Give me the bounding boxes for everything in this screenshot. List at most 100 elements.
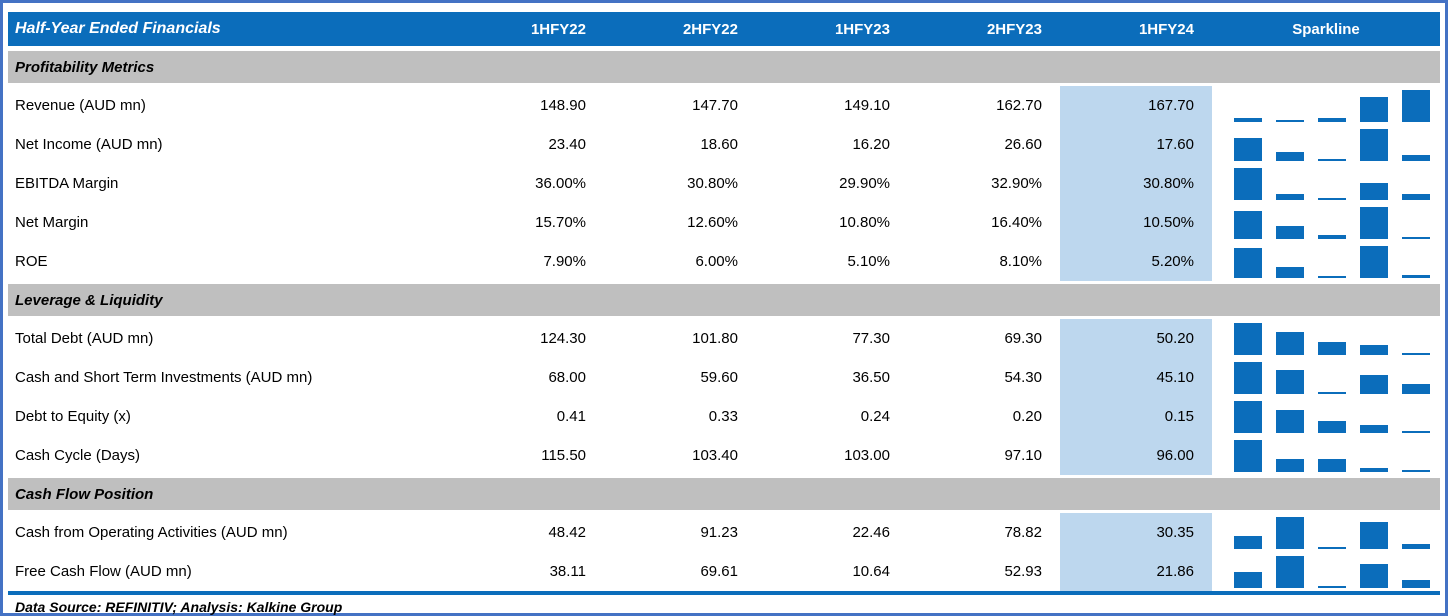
table-header-row: Half-Year Ended Financials 1HFY22 2HFY22…	[8, 12, 1440, 46]
sparkline-cell	[1212, 86, 1440, 125]
value-cell: 16.20	[852, 136, 890, 153]
value-cell: 5.20%	[1060, 242, 1212, 281]
value-cell: 26.60	[1004, 136, 1042, 153]
table-row: Debt to Equity (x) 0.41 0.33 0.24 0.20 0.15	[8, 397, 1440, 436]
value-cell: 10.80%	[839, 214, 890, 231]
table-row: Cash Cycle (Days) 115.50 103.40 103.00 97.10…	[8, 436, 1440, 475]
sparkline-bar	[1276, 152, 1304, 161]
column-header-2hfy23: 2HFY23	[986, 20, 1042, 38]
column-header-1hfy22: 1HFY22	[530, 20, 586, 38]
row-label: Revenue (AUD mn)	[15, 97, 146, 114]
value-cell: 45.10	[1060, 358, 1212, 397]
sparkline-cell	[1212, 203, 1440, 242]
sparkline-cell	[1212, 358, 1440, 397]
table-row: Free Cash Flow (AUD mn) 38.11 69.61 10.64 52…	[8, 552, 1440, 591]
value-cell: 0.41	[556, 408, 586, 425]
sparkline-bar	[1360, 468, 1388, 472]
sparkline-bar	[1318, 547, 1346, 549]
sparkline-bar	[1276, 332, 1304, 355]
sparkline-bar	[1234, 211, 1262, 239]
sparkline-bar	[1360, 345, 1388, 355]
value-cell: 38.11	[549, 563, 586, 580]
row-label: ROE	[15, 253, 48, 270]
value-cell: 17.60	[1060, 125, 1212, 164]
sparkline-bar	[1360, 97, 1388, 122]
row-label: Net Income (AUD mn)	[15, 136, 163, 153]
sparkline-bar	[1360, 246, 1388, 278]
sparkline-cell	[1212, 397, 1440, 436]
value-cell: 6.00%	[695, 253, 738, 270]
sparkline-bar	[1318, 198, 1346, 200]
section-band: Leverage & Liquidity	[8, 284, 1440, 316]
value-cell: 0.20	[1012, 408, 1042, 425]
value-cell: 101.80	[692, 330, 738, 347]
value-cell: 8.10%	[999, 253, 1042, 270]
value-cell: 115.50	[541, 447, 586, 464]
value-cell: 0.15	[1060, 397, 1212, 436]
sparkline-bar	[1234, 138, 1262, 161]
sparkline-bar	[1360, 375, 1388, 394]
value-cell: 77.30	[852, 330, 890, 347]
sparkline-bar	[1318, 392, 1346, 394]
sparkline-bar	[1402, 470, 1430, 472]
sparkline-bar	[1318, 421, 1346, 433]
value-cell: 162.70	[996, 97, 1042, 114]
sparkline-bar	[1234, 362, 1262, 394]
sparkline-bar	[1234, 118, 1262, 122]
value-cell: 30.80%	[1060, 164, 1212, 203]
sparkline-bar	[1276, 410, 1304, 433]
value-cell: 54.30	[1004, 369, 1042, 386]
sparkline-cell	[1212, 164, 1440, 203]
value-cell: 0.33	[708, 408, 738, 425]
sparkline-cell	[1212, 552, 1440, 591]
sparkline-bar	[1402, 237, 1430, 239]
sparkline-bar	[1318, 118, 1346, 122]
sparkline-bar	[1402, 194, 1430, 200]
sparkline-cell	[1212, 513, 1440, 552]
sparkline-cell	[1212, 319, 1440, 358]
sparkline-bar	[1318, 235, 1346, 239]
section-band: Cash Flow Position	[8, 478, 1440, 510]
value-cell: 30.80%	[687, 175, 738, 192]
value-cell: 32.90%	[991, 175, 1042, 192]
value-cell: 22.46	[852, 524, 890, 541]
row-label: Cash and Short Term Investments (AUD mn)	[15, 369, 313, 386]
sparkline-bar	[1360, 522, 1388, 549]
sparkline-bar	[1234, 248, 1262, 278]
sparkline-bar	[1402, 275, 1430, 278]
value-cell: 23.40	[548, 136, 586, 153]
sparkline-bar	[1402, 580, 1430, 588]
column-header-1hfy24: 1HFY24	[1138, 20, 1194, 38]
sparkline-bar	[1360, 183, 1388, 200]
value-cell: 69.61	[700, 563, 738, 580]
sparkline-bar	[1402, 431, 1430, 433]
table-row: Net Income (AUD mn) 23.40 18.60 16.20 26.60 1…	[8, 125, 1440, 164]
value-cell: 96.00	[1060, 436, 1212, 475]
row-label: Debt to Equity (x)	[15, 408, 131, 425]
row-label: Total Debt (AUD mn)	[15, 330, 154, 347]
value-cell: 12.60%	[687, 214, 738, 231]
value-cell: 0.24	[860, 408, 890, 425]
value-cell: 30.35	[1060, 513, 1212, 552]
column-header-1hfy23: 1HFY23	[834, 20, 890, 38]
source-note: Data Source: REFINITIV; Analysis: Kalkin…	[15, 599, 343, 615]
sparkline-bar	[1318, 276, 1346, 278]
table-row: Revenue (AUD mn) 148.90 147.70 149.10 162.70…	[8, 86, 1440, 125]
sparkline-column-header: Sparkline	[1292, 20, 1360, 38]
sparkline-bar	[1276, 120, 1304, 122]
bottom-rule	[8, 591, 1440, 595]
value-cell: 68.00	[548, 369, 586, 386]
sparkline-bar	[1402, 155, 1430, 161]
sparkline-bar	[1276, 267, 1304, 278]
value-cell: 148.90	[540, 97, 586, 114]
section-band: Profitability Metrics	[8, 51, 1440, 83]
sparkline-bar	[1402, 544, 1430, 549]
sparkline-bar	[1402, 353, 1430, 355]
value-cell: 15.70%	[535, 214, 586, 231]
value-cell: 36.50	[852, 369, 890, 386]
sparkline-bar	[1234, 572, 1262, 588]
value-cell: 167.70	[1060, 86, 1212, 125]
sparkline-bar	[1276, 459, 1304, 472]
value-cell: 5.10%	[847, 253, 890, 270]
table-body: Profitability Metrics Revenue (AUD mn) 148…	[8, 51, 1440, 591]
